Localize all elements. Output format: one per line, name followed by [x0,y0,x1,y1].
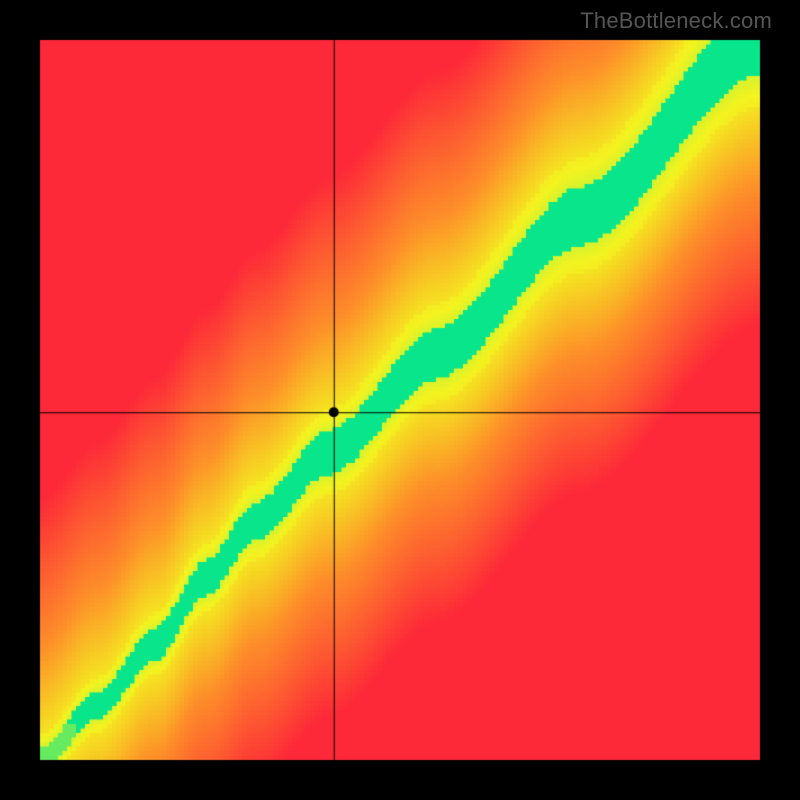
watermark-text: TheBottleneck.com [580,8,772,34]
bottleneck-heatmap [0,0,800,800]
chart-container: TheBottleneck.com [0,0,800,800]
